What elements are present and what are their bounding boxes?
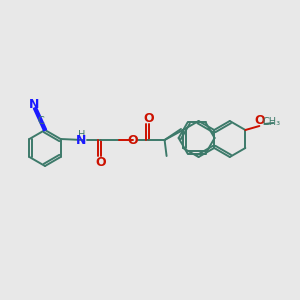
Text: N: N	[75, 134, 86, 146]
Text: O: O	[143, 112, 154, 124]
Text: C: C	[38, 116, 44, 126]
Text: O: O	[127, 134, 138, 146]
Text: N: N	[29, 98, 39, 110]
Text: O: O	[254, 115, 265, 128]
Text: O: O	[95, 155, 106, 169]
Text: CH₃: CH₃	[262, 117, 280, 127]
Text: H: H	[78, 130, 85, 140]
